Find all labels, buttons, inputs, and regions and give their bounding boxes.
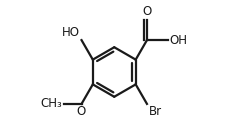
Text: OH: OH (169, 34, 187, 47)
Text: O: O (142, 5, 151, 18)
Text: Br: Br (148, 105, 161, 118)
Text: CH₃: CH₃ (40, 97, 62, 110)
Text: HO: HO (62, 26, 80, 39)
Text: O: O (76, 105, 85, 118)
